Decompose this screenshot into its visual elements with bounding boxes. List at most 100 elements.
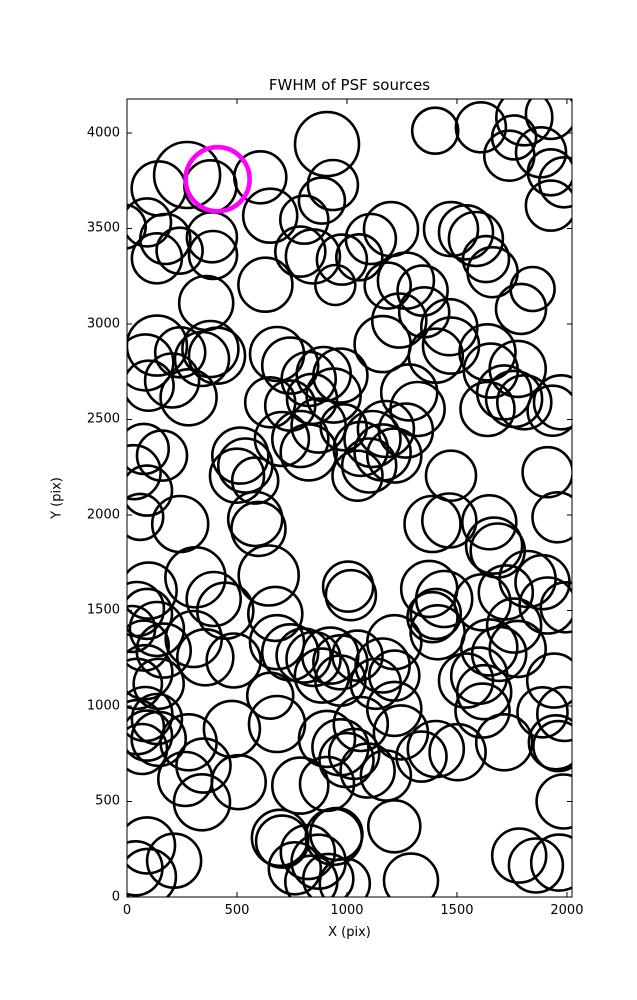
psf-circle (340, 437, 398, 494)
psf-circle (253, 410, 311, 468)
y-tick-label: 500 (95, 793, 120, 809)
psf-circle (275, 627, 332, 684)
psf-circle (127, 722, 169, 776)
psf-circle (521, 445, 572, 499)
psf-circle (230, 500, 287, 558)
psf-circle (490, 827, 548, 884)
psf-circle (232, 150, 288, 205)
psf-circle (297, 709, 357, 769)
psf-circle (127, 203, 147, 250)
psf-circle (130, 160, 187, 217)
psf-circle (127, 657, 164, 711)
psf-circle (237, 544, 301, 607)
psf-circle (469, 522, 527, 579)
psf-circle (127, 847, 178, 897)
psf-circle (135, 622, 192, 679)
psf-circle (343, 409, 402, 469)
psf-circle (370, 292, 428, 349)
y-tick-label: 3000 (86, 316, 120, 332)
psf-circle (379, 363, 439, 422)
psf-circle (260, 336, 320, 395)
psf-circle (459, 380, 516, 438)
psf-circle (324, 568, 378, 622)
psf-circle (143, 352, 201, 409)
psf-circle (187, 229, 239, 281)
psf-circle (270, 756, 330, 815)
psf-circle (181, 319, 240, 379)
psf-circle (293, 647, 351, 704)
psf-circle (459, 618, 519, 677)
psf-circle (332, 420, 390, 478)
psf-circle (409, 587, 463, 641)
psf-circle (241, 187, 299, 244)
psf-circle (403, 494, 462, 554)
psf-circle (312, 633, 369, 691)
psf-circle (130, 231, 184, 285)
psf-circle (447, 210, 505, 268)
psf-circle (526, 148, 572, 197)
chart-title: FWHM of PSF sources (268, 76, 431, 94)
y-tick-label: 3500 (86, 220, 120, 236)
psf-circle (127, 443, 162, 501)
psf-circle (365, 680, 423, 738)
psf-circle (248, 613, 306, 671)
series-group (127, 99, 572, 897)
psf-circle (529, 833, 572, 892)
psf-circle (127, 333, 175, 392)
psf-circle (127, 587, 174, 641)
psf-circle (494, 282, 548, 336)
psf-circle (485, 597, 543, 654)
psf-circle (127, 197, 173, 248)
psf-circle (365, 427, 423, 484)
psf-circle (495, 99, 554, 147)
psf-circle (495, 373, 553, 431)
psf-circle (313, 263, 357, 307)
psf-circle (210, 753, 267, 811)
psf-circle (127, 464, 174, 517)
y-tick-label: 2000 (86, 507, 120, 523)
psf-circle (245, 671, 295, 721)
psf-circle (205, 632, 262, 689)
psf-circle (509, 265, 556, 313)
psf-circle (306, 158, 360, 212)
psf-circle (420, 492, 478, 549)
psf-circle (527, 714, 572, 771)
psf-circle (518, 576, 572, 635)
psf-circle (164, 545, 227, 609)
psf-circle (531, 491, 572, 544)
psf-circle (176, 627, 235, 687)
psf-circle (332, 695, 390, 753)
x-tick-label: 0 (122, 903, 132, 918)
psf-circle (175, 737, 232, 794)
psf-circle (127, 643, 174, 701)
psf-circle (127, 816, 177, 875)
psf-circle (454, 682, 511, 739)
psf-circle (312, 347, 369, 404)
psf-circle (538, 156, 572, 209)
psf-circle (127, 604, 157, 654)
psf-circle (284, 854, 339, 897)
psf-circle (155, 226, 204, 275)
psf-circle (414, 569, 474, 629)
psf-circle (524, 179, 572, 232)
psf-circle (344, 212, 398, 266)
psf-circle (297, 176, 347, 225)
x-axis-label: X (pix) (328, 925, 371, 940)
psf-circle (410, 106, 460, 155)
psf-circle (363, 261, 413, 310)
psf-circle (460, 493, 518, 551)
psf-circle (284, 228, 342, 285)
psf-circle (354, 637, 411, 694)
psf-circle (464, 516, 524, 575)
psf-circle (128, 600, 186, 658)
psf-circle (305, 367, 362, 424)
psf-circle (185, 570, 242, 628)
psf-circle (454, 101, 508, 154)
psf-circle (339, 742, 396, 799)
y-tick-label: 0 (111, 889, 120, 905)
psf-circle (302, 852, 355, 897)
psf-circle (267, 840, 323, 896)
y-tick-label: 1500 (86, 602, 120, 618)
